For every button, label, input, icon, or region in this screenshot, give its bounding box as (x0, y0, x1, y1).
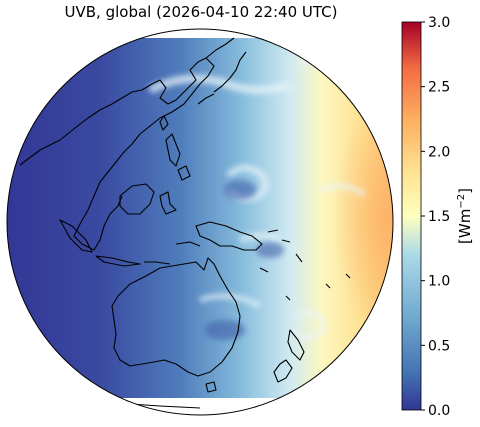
sulawesi-coastline (159, 191, 177, 215)
borneo-coastline (119, 183, 155, 215)
japan-coastline (197, 37, 247, 105)
colorbar-tick-label: 1.5 (428, 209, 450, 225)
tasmania-coastline (205, 381, 217, 393)
colorbar-tick-label: 0.0 (428, 403, 450, 419)
asia-coastline (19, 57, 215, 251)
sumatra-coastline (59, 219, 93, 253)
colorbar-tick-label: 1.0 (428, 274, 450, 290)
new-zealand-coastline (273, 329, 305, 383)
colorbar-gradient (401, 21, 422, 411)
new-guinea-coastline (195, 221, 263, 251)
globe-outline (6, 28, 394, 416)
philippines-coastline (165, 133, 191, 181)
cloud-dark-patches (205, 180, 284, 340)
colorbar-tick-label: 2.0 (428, 144, 450, 160)
colorbar-tick-label: 2.5 (428, 80, 450, 96)
australia-coastline (111, 257, 241, 377)
map-title: UVB, global (2026-04-10 22:40 UTC) (64, 3, 338, 21)
colorbar-tick-label: 0.5 (428, 338, 450, 354)
java-coastline (95, 255, 141, 267)
colorbar-tick-label: 3.0 (428, 15, 450, 31)
taiwan-coastline (159, 115, 169, 131)
globe-map (6, 28, 394, 416)
colorbar-unit-label: [Wm−2] (456, 188, 474, 244)
